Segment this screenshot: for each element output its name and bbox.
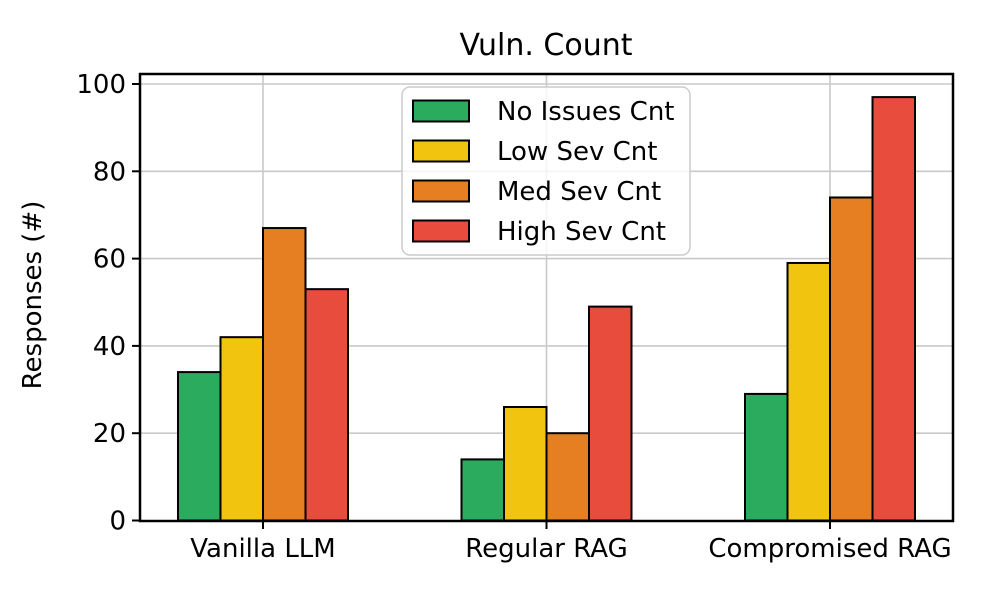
bar-no-issues-cnt-compromised-rag — [744, 392, 789, 522]
legend-swatch-med-sev-cnt — [412, 179, 470, 203]
legend-label: Med Sev Cnt — [497, 177, 661, 207]
legend-swatch-high-sev-cnt — [412, 219, 470, 243]
bar-med-sev-cnt-vanilla-llm — [262, 227, 307, 522]
bar-med-sev-cnt-regular-rag — [545, 432, 590, 522]
y-tick-label: 100 — [76, 70, 126, 100]
bar-no-issues-cnt-vanilla-llm — [177, 371, 222, 522]
bar-low-sev-cnt-regular-rag — [503, 406, 548, 522]
y-tick-label: 0 — [109, 507, 126, 537]
bar-no-issues-cnt-regular-rag — [460, 458, 505, 522]
axes-layer — [132, 72, 955, 529]
y-tick-label: 60 — [93, 245, 126, 275]
chart-title: Vuln. Count — [459, 28, 632, 63]
y-tick-label: 80 — [93, 157, 126, 187]
legend-label: Low Sev Cnt — [497, 137, 657, 167]
legend-swatch-no-issues-cnt — [412, 99, 470, 123]
x-tick-label: Regular RAG — [465, 534, 627, 564]
bar-med-sev-cnt-compromised-rag — [829, 196, 874, 522]
bar-low-sev-cnt-compromised-rag — [786, 261, 831, 522]
bar-high-sev-cnt-compromised-rag — [871, 96, 916, 522]
legend-swatch-low-sev-cnt — [412, 139, 470, 163]
bar-high-sev-cnt-vanilla-llm — [304, 288, 349, 522]
bar-low-sev-cnt-vanilla-llm — [219, 336, 264, 522]
bars-layer — [177, 96, 916, 522]
y-axis-label: Responses (#) — [18, 201, 48, 390]
y-tick-label: 40 — [93, 332, 126, 362]
legend: No Issues Cnt Low Sev Cnt Med Sev Cnt High … — [401, 86, 691, 256]
x-tick-label: Vanilla LLM — [190, 534, 335, 564]
bar-high-sev-cnt-regular-rag — [588, 305, 633, 522]
legend-label: High Sev Cnt — [497, 217, 666, 247]
x-tick-label: Compromised RAG — [708, 534, 951, 564]
y-tick-label: 20 — [93, 419, 126, 449]
legend-box — [401, 86, 691, 256]
labels-layer: 0 20 40 60 80 100 Vanilla LLM Regular RAG Compro… — [76, 70, 951, 564]
legend-label: No Issues Cnt — [497, 97, 675, 127]
